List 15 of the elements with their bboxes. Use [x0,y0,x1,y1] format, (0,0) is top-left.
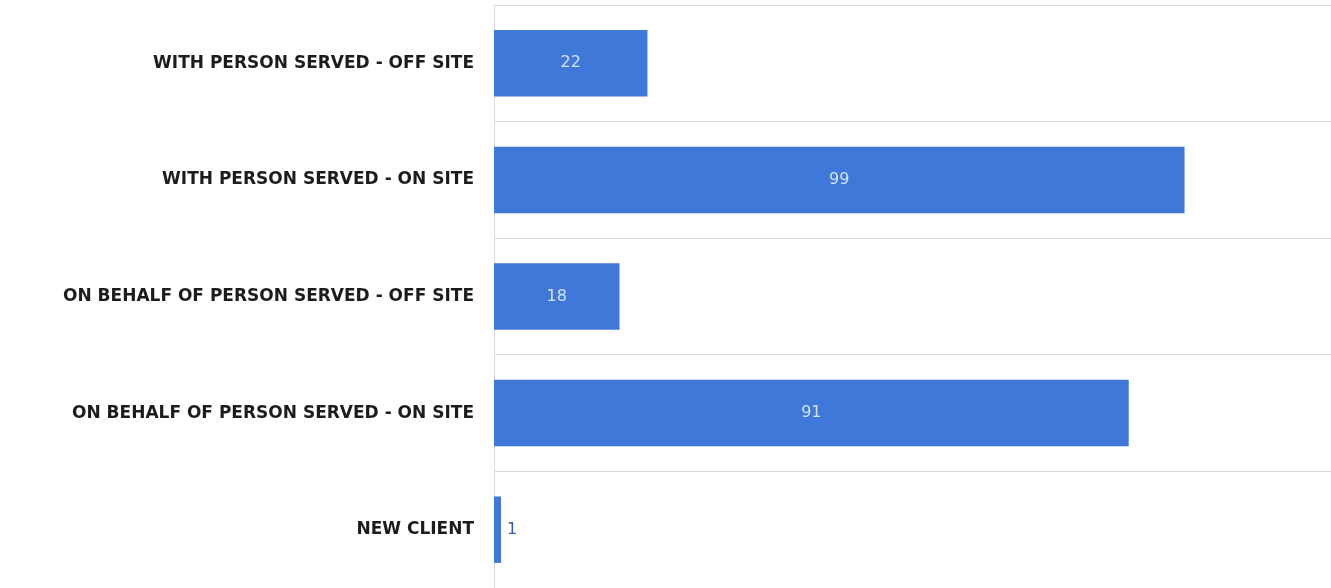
y-tick-label: WITH PERSON SERVED - ON SITE [162,168,474,189]
bar [494,263,620,330]
data-label: 22 [560,52,581,72]
data-label: 99 [829,169,850,189]
y-tick-label: ON BEHALF OF PERSON SERVED - ON SITE [72,401,474,422]
bar [494,379,1129,447]
bar [494,496,501,563]
data-label: 91 [801,402,822,422]
data-label: 1 [506,518,518,538]
bar [494,146,1185,214]
y-tick-label: ON BEHALF OF PERSON SERVED - OFF SITE [63,284,474,305]
y-tick-label: WITH PERSON SERVED - OFF SITE [153,51,474,72]
data-label: 18 [546,285,567,305]
bar [494,30,648,97]
y-tick-label: NEW CLIENT [356,518,475,539]
